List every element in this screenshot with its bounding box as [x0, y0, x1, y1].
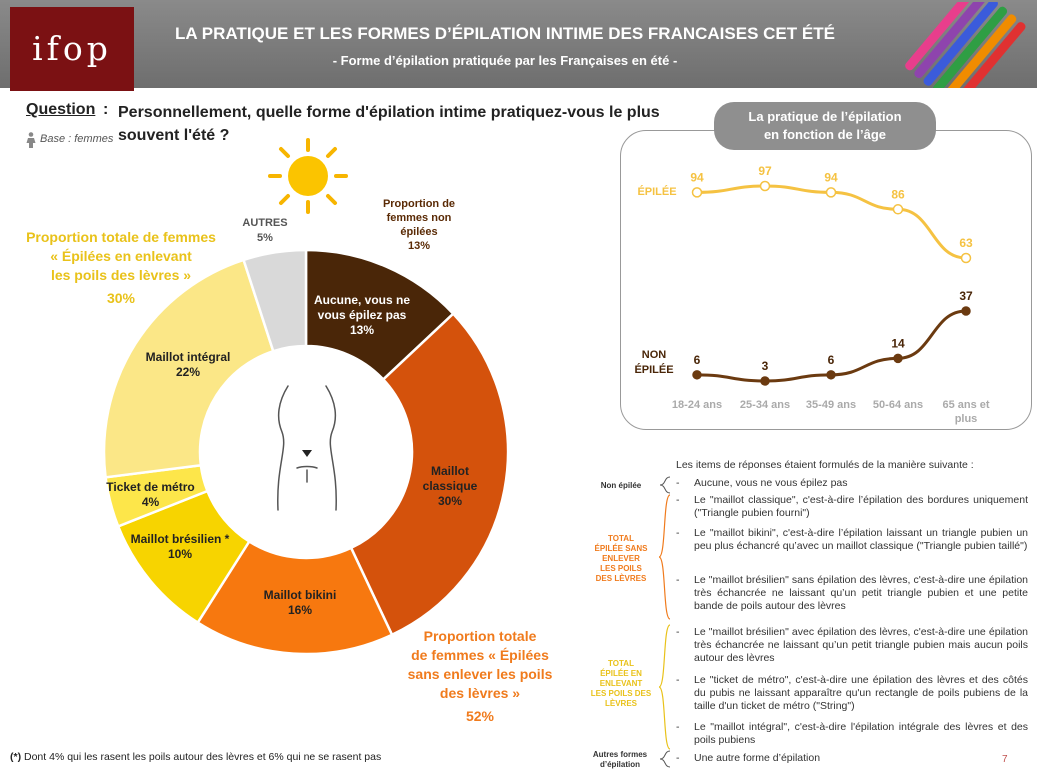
base-note: Base : femmes — [40, 133, 114, 145]
data-label: 94 — [824, 170, 838, 184]
x-tick-label: 18-24 ans — [672, 399, 722, 411]
donut-slice-2 — [349, 311, 510, 637]
donut-slice-3 — [196, 539, 394, 656]
page-title: LA PRATIQUE ET LES FORMES D’ÉPILATION IN… — [175, 24, 835, 43]
data-label: 63 — [959, 236, 973, 250]
ifop-logo: ifop — [10, 7, 134, 91]
slice-label-bresilien: Maillot brésilien * 10% — [130, 532, 230, 561]
data-label: 86 — [891, 187, 905, 201]
series-point — [759, 180, 771, 192]
brace-non-epilee — [659, 476, 671, 494]
data-label: 3 — [762, 359, 769, 373]
x-tick-label: 25-34 ans — [740, 399, 790, 411]
x-tick-label: 65 ans et — [942, 399, 989, 411]
series-point — [826, 370, 836, 380]
series-point — [960, 252, 972, 264]
x-tick-label: 35-49 ans — [806, 399, 856, 411]
legend-item: - Le "maillot bikini", c'est-à-dire l’épi… — [676, 527, 1028, 552]
age-chart-panel — [620, 130, 1032, 430]
total-sans-levres-annotation: Proportion totale de femmes « Épilées sans… — [407, 628, 553, 724]
group-sans-levres: TOTAL ÉPILÉE SANS ENLEVER LES POILS DES LÈVR… — [594, 534, 648, 583]
data-label: 37 — [959, 289, 973, 303]
donut-slice-6 — [102, 258, 275, 479]
series-point — [825, 187, 837, 198]
series-point — [892, 204, 904, 215]
slice-label-ticket: Ticket de métro 4% — [106, 480, 195, 509]
series-point — [893, 353, 903, 364]
series-name-non-epilee: ÉPILÉE — [634, 363, 673, 376]
woman-icon — [26, 132, 36, 148]
slice-label-integral: Maillot intégral 22% — [145, 350, 231, 379]
question-text: Personnellement, quelle forme d'épilatio… — [118, 104, 660, 144]
series-point — [760, 376, 770, 386]
data-label: 97 — [758, 164, 772, 178]
series-point — [691, 187, 703, 198]
group-en-enlevant: TOTAL ÉPILÉE EN ENLEVANT LES POILS DES LÈVRE… — [590, 659, 652, 708]
brace-sans-levres — [658, 494, 671, 620]
header-bar — [0, 0, 1037, 88]
data-label: 6 — [694, 353, 701, 367]
non-epilees-annotation: Proportion de femmes non épilées 13% — [382, 198, 456, 252]
legend-item: - Le "maillot classique", c'est-à-dire l’… — [676, 494, 1028, 519]
legend-intro: Les items de réponses étaient formulés d… — [676, 459, 974, 471]
series-point — [961, 306, 971, 316]
series-name-epilee: ÉPILÉE — [637, 185, 676, 198]
question-colon: : — [103, 101, 109, 118]
x-tick-label: plus — [955, 413, 978, 425]
page-number: 7 — [1002, 754, 1008, 765]
legend-item: - Le "maillot intégral", c'est-à-dire l'é… — [676, 721, 1028, 746]
color-stripes-icon — [905, 2, 1026, 88]
page-subtitle: - Forme d’épilation pratiquée par les Fr… — [332, 53, 678, 68]
data-label: 6 — [828, 353, 835, 367]
age-chart-title: La pratique de l’épilation en fonction de… — [714, 102, 936, 150]
series-name-non-epilee: NON — [642, 349, 667, 361]
data-label: 94 — [690, 170, 704, 184]
body-outline-icon — [277, 385, 337, 511]
slice-label-classique: Maillot classique 30% — [422, 464, 478, 508]
group-autres: Autres formes d’épilation — [592, 750, 648, 769]
brace-autres — [659, 750, 671, 768]
data-label: 14 — [891, 336, 905, 350]
legend-item: - Le "maillot brésilien" avec épilation d… — [676, 626, 1028, 664]
series-point — [692, 370, 702, 380]
legend-item: - Le "ticket de métro", c'est-à-dire une … — [676, 674, 1028, 712]
legend-item: - Le "maillot brésilien" sans épilation d… — [676, 574, 1028, 612]
footnote: (*) Dont 4% qui les rasent les poils aut… — [10, 751, 382, 763]
question-label: Question — [26, 101, 96, 118]
autres-label: AUTRES 5% — [242, 217, 288, 244]
legend-item: - Une autre forme d’épilation — [676, 752, 821, 764]
sun-icon — [268, 138, 348, 214]
slice-label-aucune: Aucune, vous ne vous épilez pas 13% — [313, 293, 411, 337]
legend-item: - Aucune, vous ne vous épilez pas — [676, 477, 848, 489]
group-non-epilee: Non épilée — [600, 481, 642, 490]
total-levres-annotation: Proportion totale de femmes « Épilées en … — [26, 229, 216, 306]
brace-en-enlevant — [658, 624, 671, 750]
slice-label-bikini: Maillot bikini 16% — [263, 588, 337, 617]
donut-slice-7 — [242, 248, 308, 353]
x-tick-label: 50-64 ans — [873, 399, 923, 411]
